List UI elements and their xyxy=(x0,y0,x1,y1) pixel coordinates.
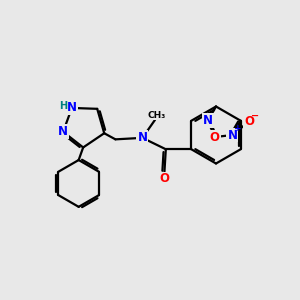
Text: O: O xyxy=(210,130,220,143)
Text: −: − xyxy=(251,111,260,121)
Text: N: N xyxy=(67,101,77,114)
Text: N: N xyxy=(58,125,68,138)
Text: N: N xyxy=(203,114,213,127)
Text: +: + xyxy=(234,124,242,133)
Text: O: O xyxy=(159,172,169,185)
Text: CH₃: CH₃ xyxy=(147,111,166,120)
Text: N: N xyxy=(227,128,237,142)
Text: H: H xyxy=(59,101,68,111)
Text: O: O xyxy=(244,115,254,128)
Text: N: N xyxy=(137,131,147,144)
